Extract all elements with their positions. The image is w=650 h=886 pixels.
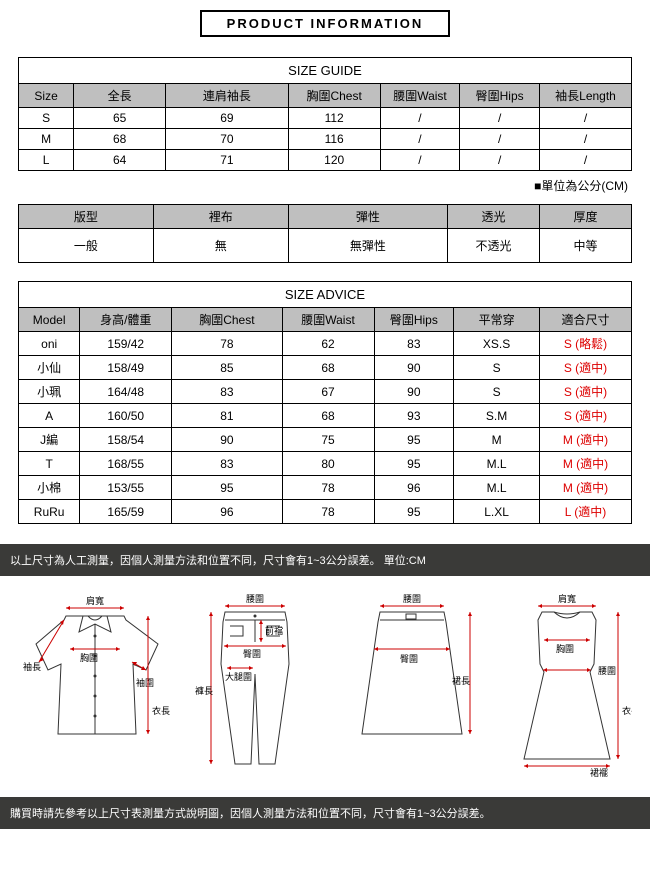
size-advice-table: SIZE ADVICE Model 身高/體重 胸圍Chest 腰圍Waist … bbox=[18, 281, 632, 524]
svg-text:衣長: 衣長 bbox=[622, 705, 632, 716]
diagram-pants: 腰圍 前襠 臀圍 大腿圍 褲長 bbox=[193, 594, 323, 779]
fit-cell: M (適中) bbox=[540, 452, 632, 476]
unit-note: ■單位為公分(CM) bbox=[18, 175, 632, 204]
table-row: 小棉153/55957896M.LM (適中) bbox=[19, 476, 632, 500]
svg-text:裙長: 裙長 bbox=[452, 675, 470, 686]
svg-text:臀圍: 臀圍 bbox=[400, 654, 418, 664]
svg-text:腰圍: 腰圍 bbox=[403, 594, 421, 604]
measurement-diagrams: 肩寬 胸圍 袖長 袖圍 衣長 腰圍 bbox=[0, 582, 650, 791]
svg-text:胸圍: 胸圍 bbox=[556, 643, 574, 654]
fit-cell: S (適中) bbox=[540, 356, 632, 380]
size-guide-title: SIZE GUIDE bbox=[19, 58, 632, 84]
note-bottom: 購買時請先參考以上尺寸表測量方式說明圖，因個人測量方法和位置不同，尺寸會有1~3… bbox=[0, 797, 650, 829]
fit-cell: L (適中) bbox=[540, 500, 632, 524]
fit-cell: S (適中) bbox=[540, 404, 632, 428]
svg-text:袖圍: 袖圍 bbox=[136, 677, 154, 688]
attr-row: 一般 無 無彈性 不透光 中等 bbox=[19, 229, 632, 263]
svg-text:胸圍: 胸圍 bbox=[80, 652, 98, 663]
svg-text:衣長: 衣長 bbox=[152, 705, 170, 716]
size-guide-header: Size 全長 連肩袖長 胸圍Chest 腰圍Waist 臀圍Hips 袖長Le… bbox=[19, 84, 632, 108]
table-row: 小仙158/49856890SS (適中) bbox=[19, 356, 632, 380]
svg-text:臀圍: 臀圍 bbox=[243, 649, 261, 659]
table-row: oni159/42786283XS.SS (略鬆) bbox=[19, 332, 632, 356]
svg-text:袖長: 袖長 bbox=[23, 661, 41, 672]
table-row: 小珮164/48836790SS (適中) bbox=[19, 380, 632, 404]
svg-text:前襠: 前襠 bbox=[265, 625, 283, 636]
page-title: PRODUCT INFORMATION bbox=[200, 10, 450, 37]
size-guide-table: SIZE GUIDE Size 全長 連肩袖長 胸圍Chest 腰圍Waist … bbox=[18, 57, 632, 171]
fit-cell: M (適中) bbox=[540, 476, 632, 500]
svg-text:腰圍: 腰圍 bbox=[598, 666, 616, 676]
note-top: 以上尺寸為人工測量，因個人測量方法和位置不同，尺寸會有1~3公分誤差。 單位:C… bbox=[0, 544, 650, 576]
svg-text:肩寬: 肩寬 bbox=[86, 595, 104, 606]
svg-text:肩寬: 肩寬 bbox=[558, 594, 576, 604]
size-advice-header: Model 身高/體重 胸圍Chest 腰圍Waist 臀圍Hips 平常穿 適… bbox=[19, 308, 632, 332]
table-row: A160/50816893S.MS (適中) bbox=[19, 404, 632, 428]
fit-cell: S (適中) bbox=[540, 380, 632, 404]
svg-text:大腿圍: 大腿圍 bbox=[225, 671, 252, 682]
svg-text:褲長: 褲長 bbox=[195, 685, 213, 696]
table-row: L6471120/// bbox=[19, 150, 632, 171]
svg-text:腰圍: 腰圍 bbox=[246, 594, 264, 604]
attributes-table: 版型 裡布 彈性 透光 厚度 一般 無 無彈性 不透光 中等 bbox=[18, 204, 632, 263]
diagram-skirt: 腰圍 臀圍 裙長 bbox=[342, 594, 482, 759]
fit-cell: S (略鬆) bbox=[540, 332, 632, 356]
table-row: M6870116/// bbox=[19, 129, 632, 150]
fit-cell: M (適中) bbox=[540, 428, 632, 452]
diagram-shirt: 肩寬 胸圍 袖長 袖圍 衣長 bbox=[18, 594, 173, 769]
attr-header: 版型 裡布 彈性 透光 厚度 bbox=[19, 205, 632, 229]
svg-text:裙襬: 裙襬 bbox=[590, 767, 608, 778]
table-row: RuRu165/59967895L.XLL (適中) bbox=[19, 500, 632, 524]
table-row: T168/55838095M.LM (適中) bbox=[19, 452, 632, 476]
diagram-dress: 肩寬 胸圍 腰圍 衣長 裙襬 bbox=[502, 594, 632, 779]
table-row: J編158/54907595MM (適中) bbox=[19, 428, 632, 452]
size-advice-title: SIZE ADVICE bbox=[19, 282, 632, 308]
table-row: S6569112/// bbox=[19, 108, 632, 129]
